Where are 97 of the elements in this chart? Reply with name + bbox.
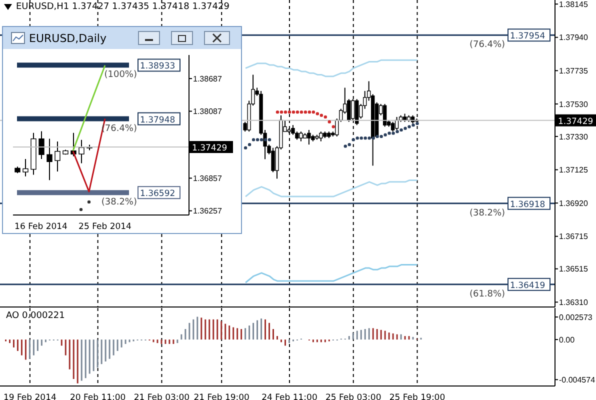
point: [304, 110, 308, 114]
point: [380, 134, 383, 138]
line-series: [244, 180, 418, 198]
y-tick-label: 1.38687: [193, 74, 222, 84]
point: [376, 134, 379, 138]
candlestick: [319, 131, 323, 142]
y-tick-label: 0.002573: [559, 312, 593, 322]
window-header: EURUSD,Daily: [3, 27, 241, 49]
point: [360, 136, 363, 140]
ref-line-label: 1.37429: [558, 116, 594, 127]
point: [384, 133, 387, 136]
y-tick-label: -0.004574: [559, 375, 596, 384]
point: [408, 125, 411, 128]
x-tick-label: 25 Feb 03:00: [325, 393, 382, 400]
point: [396, 130, 399, 134]
point: [244, 146, 248, 150]
point: [256, 138, 260, 142]
annotation: (61.8%): [469, 289, 506, 300]
point: [276, 110, 280, 114]
ref-line-label: 1.37429: [192, 144, 228, 154]
point: [344, 144, 347, 148]
y-tick-label: 1.38145: [559, 0, 588, 9]
point: [268, 138, 272, 142]
chart-title: EURUSD,H1 1.37427 1.37435 1.37418 1.37429: [16, 2, 230, 12]
y-tick-label: 0.00: [559, 335, 576, 344]
point: [320, 114, 324, 117]
point: [324, 115, 328, 119]
ref-line-label: 1.38933: [140, 62, 176, 72]
candlestick: [38, 130, 44, 160]
x-tick-label: 16 Feb 2014: [14, 222, 68, 232]
y-tick-label: 1.38087: [193, 107, 222, 116]
point: [348, 142, 351, 146]
candlestick: [46, 138, 52, 181]
line-series: [244, 59, 418, 78]
ref-line-label: 1.37948: [140, 115, 176, 126]
annotation: (100%): [104, 70, 137, 80]
candlestick: [271, 147, 275, 173]
chart-title: EURUSD,Daily: [29, 32, 106, 44]
point: [388, 132, 391, 135]
line-series: [244, 264, 418, 284]
point: [252, 138, 256, 142]
y-tick-label: 1.36257: [193, 206, 222, 216]
y-tick-label: 1.37330: [559, 132, 588, 142]
point: [248, 142, 252, 146]
point: [288, 110, 292, 114]
x-tick-label: 21 Feb 19:00: [194, 393, 250, 400]
point: [364, 136, 367, 140]
x-tick-label: 24 Feb 11:00: [262, 393, 318, 400]
x-tick-label: 19 Feb 2014: [3, 393, 56, 400]
x-tick-label: 25 Feb 19:00: [389, 393, 446, 400]
annotation: (38.2%): [101, 198, 137, 208]
ref-line-label: 1.36592: [140, 189, 176, 200]
point: [264, 138, 268, 142]
point: [404, 126, 407, 130]
point: [352, 138, 355, 142]
point: [368, 136, 371, 140]
point: [296, 110, 300, 114]
x-tick-label: 20 Feb 11:00: [70, 393, 126, 400]
y-tick-label: 1.36715: [559, 232, 588, 242]
point: [328, 120, 332, 124]
y-tick-label: 1.36857: [193, 174, 222, 183]
point: [316, 112, 320, 116]
ref-line-label: 1.36419: [510, 280, 546, 291]
point: [412, 123, 415, 127]
point: [400, 128, 403, 132]
candlestick: [54, 141, 60, 172]
x-tick-label: 25 Feb 2014: [78, 222, 132, 232]
point: [284, 110, 288, 114]
y-tick-label: 1.36920: [559, 198, 588, 208]
annotation: (76.4%): [469, 40, 506, 50]
chart-title: AO 0.000221: [6, 311, 65, 321]
ref-line-label: 1.36918: [510, 200, 546, 210]
y-tick-label: 1.36515: [559, 264, 588, 274]
point: [260, 138, 264, 142]
y-tick-label: 1.37735: [559, 66, 588, 76]
y-tick-label: 1.37125: [559, 166, 588, 175]
y-tick-label: 1.36310: [559, 298, 588, 307]
point: [372, 136, 375, 140]
candlestick: [22, 158, 28, 177]
point: [280, 110, 284, 114]
point: [356, 136, 359, 140]
point: [392, 132, 395, 135]
point: [312, 110, 316, 114]
candlestick: [307, 129, 311, 146]
y-tick-label: 1.37530: [559, 100, 588, 109]
point: [332, 125, 335, 128]
candlestick: [299, 131, 303, 142]
x-tick-label: 21 Feb 03:00: [134, 393, 190, 400]
candlestick: [382, 103, 387, 128]
y-tick-label: 1.37940: [559, 33, 588, 42]
annotation: (38.2%): [469, 208, 506, 218]
candlestick: [78, 139, 84, 164]
point: [416, 122, 419, 126]
point: [308, 110, 312, 114]
ref-line-label: 1.37954: [510, 32, 546, 42]
point: [292, 110, 296, 114]
point: [300, 110, 304, 114]
